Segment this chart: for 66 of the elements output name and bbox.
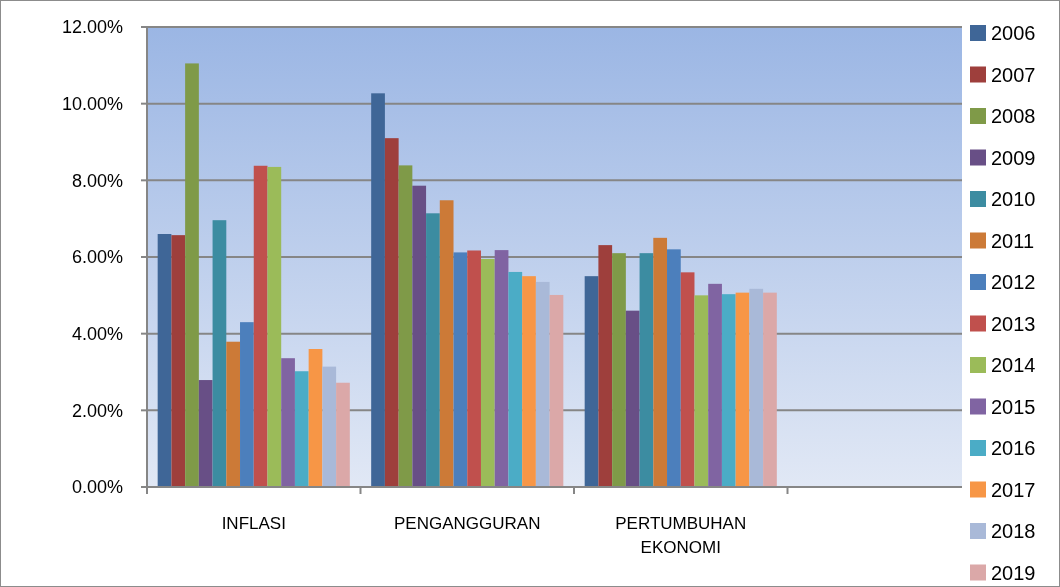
y-tick-label: 12.00% [61, 17, 123, 38]
bar [412, 185, 427, 487]
bar [212, 220, 227, 487]
legend-label: 2009 [991, 146, 1036, 169]
bar [612, 253, 626, 487]
legend-label: 2017 [991, 478, 1036, 501]
bar [598, 245, 613, 487]
legend-label: 2014 [991, 354, 1036, 376]
bar [322, 366, 337, 487]
bar [480, 258, 495, 487]
legend-label: 2006 [991, 22, 1036, 44]
bar [667, 249, 681, 487]
bar [535, 281, 550, 487]
bar [426, 213, 440, 487]
bar [653, 237, 668, 487]
bar [549, 294, 564, 487]
bar [240, 322, 254, 487]
bar [371, 93, 385, 487]
bar [508, 271, 523, 487]
bar [157, 234, 172, 487]
legend-label: 2016 [991, 437, 1036, 459]
y-tick-label: 10.00% [61, 93, 123, 114]
y-tick-label: 6.00% [71, 247, 123, 268]
legend-label: 2012 [991, 271, 1036, 293]
bar [625, 310, 640, 487]
bar [721, 294, 736, 487]
bar [522, 276, 536, 487]
bar [749, 288, 764, 487]
bar [680, 272, 695, 487]
bar [398, 165, 413, 487]
bar [708, 283, 722, 487]
x-tick-label: INFLASI [221, 514, 286, 533]
bar [253, 165, 268, 487]
legend-label: 2008 [991, 105, 1036, 127]
legend-label: 2019 [991, 561, 1036, 584]
bar [171, 235, 186, 487]
bar [584, 276, 599, 487]
bar [308, 349, 323, 487]
legend-label: 2007 [991, 63, 1036, 86]
y-tick-label: 8.00% [71, 170, 123, 191]
legend-label: 2013 [991, 312, 1036, 335]
y-tick-label: 2.00% [71, 400, 123, 421]
bar [185, 63, 199, 487]
bar [336, 382, 350, 487]
bar [281, 358, 295, 487]
legend-label: 2018 [991, 520, 1036, 542]
bar [198, 380, 213, 487]
bar [494, 250, 509, 487]
legend-label: 2010 [991, 188, 1036, 210]
bar [267, 166, 282, 487]
legend-label: 2011 [991, 229, 1035, 252]
bar [439, 200, 454, 487]
bar [384, 138, 399, 487]
bar [453, 252, 468, 487]
bar [226, 341, 241, 487]
bar [294, 371, 309, 487]
x-tick-label: PERTUMBUHAN EKONOMI [615, 514, 747, 557]
bar [639, 253, 654, 487]
bar [467, 250, 481, 487]
y-tick-label: 0.00% [71, 477, 123, 498]
bar [763, 292, 777, 487]
x-tick-label: PENGANGGURAN [394, 514, 541, 533]
legend-label: 2015 [991, 395, 1036, 418]
y-tick-label: 4.00% [71, 323, 123, 344]
bar [735, 292, 750, 487]
bar [694, 295, 709, 487]
